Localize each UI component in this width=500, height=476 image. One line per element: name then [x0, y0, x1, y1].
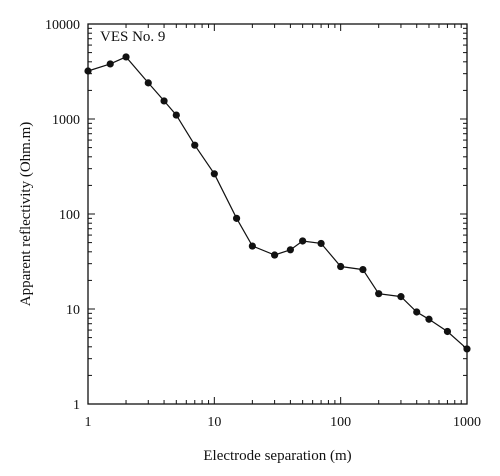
- data-point: [359, 265, 367, 274]
- series-line: [87, 56, 468, 350]
- data-point: [443, 327, 452, 336]
- data-point: [210, 170, 218, 178]
- data-point: [172, 111, 180, 119]
- data-point: [122, 53, 130, 61]
- y-tick-label: 1000: [52, 113, 80, 128]
- data-point: [413, 308, 421, 316]
- x-tick-label: 100: [330, 415, 351, 430]
- y-tick-label: 10000: [45, 18, 80, 33]
- data-point: [248, 242, 256, 250]
- data-point: [317, 239, 325, 248]
- data-point: [299, 237, 307, 245]
- data-point: [271, 251, 279, 259]
- data-point: [232, 214, 241, 222]
- data-points: [84, 53, 471, 353]
- data-point: [286, 246, 294, 254]
- y-tick-label: 100: [59, 208, 80, 223]
- data-point: [84, 67, 92, 75]
- y-tick-label: 1: [73, 398, 80, 413]
- x-axis-title: Electrode separation (m): [203, 448, 351, 464]
- data-point: [106, 60, 114, 68]
- plot-frame: [87, 23, 468, 405]
- data-point: [191, 141, 199, 149]
- x-tick-label: 1000: [453, 415, 481, 430]
- x-axis: 1 10 100 1000: [85, 24, 481, 430]
- data-point: [375, 290, 383, 298]
- x-tick-label: 1: [85, 415, 92, 430]
- y-tick-label: 10: [66, 303, 80, 318]
- data-point: [397, 293, 405, 301]
- y-axis-title: Apparent reflectivity (Ohm.m): [18, 122, 34, 307]
- data-point: [425, 315, 433, 323]
- data-point: [337, 262, 345, 271]
- y-axis: 1 10 100 1000 10000: [45, 18, 467, 413]
- chart-title: VES No. 9: [100, 29, 165, 45]
- x-tick-label: 10: [207, 415, 221, 430]
- data-point: [463, 345, 471, 353]
- data-point: [144, 79, 152, 87]
- data-point: [160, 97, 168, 105]
